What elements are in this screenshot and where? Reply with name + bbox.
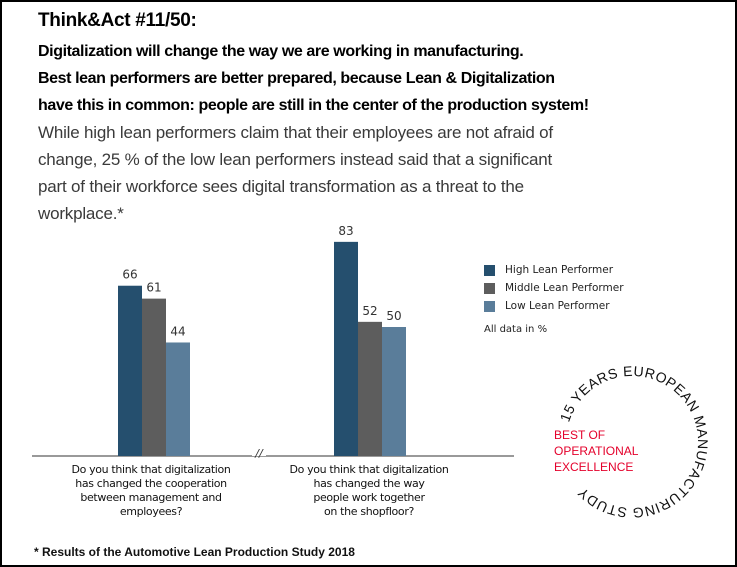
data-unit-note: All data in % [484, 324, 548, 335]
legend-item-high: High Lean Performer [484, 264, 613, 276]
bar-middle-lean-performer-1 [142, 298, 166, 456]
legend-item-middle: Middle Lean Performer [484, 282, 624, 294]
x-category-label-1: Do you think that digitalization has cha… [43, 463, 259, 519]
data-label: 52 [362, 304, 377, 318]
data-label: 66 [122, 268, 137, 282]
legend-swatch [484, 282, 495, 294]
headline-line-1: Digitalization will change the way we ar… [38, 43, 524, 60]
study-badge-logo: 15 YEARS EUROPEAN MANUFACTURING STUDY [557, 363, 712, 521]
bar-low-lean-performer-1 [166, 342, 190, 456]
headline-line-3: have this in common: people are still in… [38, 97, 589, 114]
x-category-label-2: Do you think that digitalization has cha… [261, 463, 477, 519]
data-label: 50 [386, 309, 401, 323]
legend-label: High Lean Performer [505, 264, 614, 276]
bar-high-lean-performer-1 [118, 285, 142, 456]
axis-break-mark: // [254, 447, 264, 460]
body-line-4: workplace.* [38, 204, 124, 223]
legend-swatch [484, 264, 495, 276]
label-line: has changed the way [313, 477, 425, 490]
label-line: employees? [119, 505, 183, 518]
axis-break-gap [252, 448, 266, 456]
body-line-2: change, 25 % of the low lean performers … [38, 150, 553, 169]
badge-line-3: EXCELLENCE [554, 460, 634, 474]
bar-low-lean-performer-2 [382, 327, 406, 456]
legend-swatch [484, 300, 495, 312]
data-label: 44 [170, 324, 185, 338]
headline-line-2: Best lean performers are better prepared… [38, 70, 555, 87]
label-line: between management and [80, 491, 222, 504]
data-label: 61 [146, 281, 161, 295]
badge-line-2: OPERATIONAL [554, 444, 639, 458]
label-line: has changed the cooperation [75, 477, 227, 490]
legend-label: Middle Lean Performer [505, 282, 624, 294]
legend-label: Low Lean Performer [505, 300, 610, 312]
body-line-3: part of their workforce sees digital tra… [38, 177, 524, 196]
slide-title: Think&Act #11/50: [38, 10, 197, 31]
label-line: people work together [313, 491, 425, 504]
body-line-1: While high lean performers claim that th… [38, 123, 553, 142]
label-line: on the shopfloor? [324, 505, 414, 518]
data-label: 83 [338, 224, 353, 238]
bar-high-lean-performer-2 [334, 241, 358, 456]
legend-item-low: Low Lean Performer [484, 300, 610, 312]
footnote: * Results of the Automotive Lean Product… [34, 545, 355, 559]
bar-middle-lean-performer-2 [358, 321, 382, 456]
bar-chart: // 66 83 61 52 44 50 [32, 224, 514, 460]
badge-line-1: BEST OF [554, 428, 606, 442]
label-line: Do you think that digitalization [289, 463, 449, 476]
label-line: Do you think that digitalization [71, 463, 231, 476]
